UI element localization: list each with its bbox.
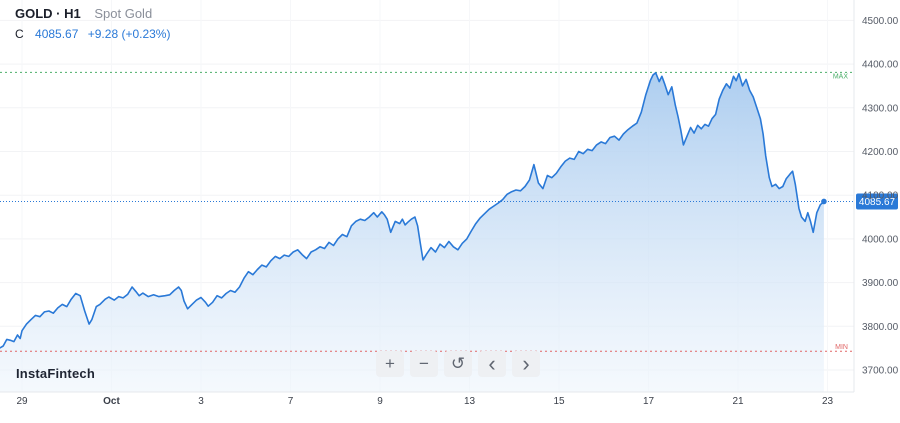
x-tick-label: 17 [643, 396, 655, 407]
y-tick-label: 3900.00 [862, 278, 899, 289]
chart-toolbar: + − ↺ ‹ › [376, 351, 540, 377]
y-tick-label: 4300.00 [862, 103, 899, 114]
x-tick-label: 9 [377, 396, 383, 407]
scroll-left-button[interactable]: ‹ [478, 351, 506, 377]
y-axis: 3700.00 3800.00 3900.00 4000.00 4100.00 4200.… [853, 0, 899, 392]
x-tick-label: 23 [822, 396, 834, 407]
area-fill [0, 72, 824, 392]
chart-header-quote: C 4085.67 +9.28 (+0.23%) [15, 27, 170, 41]
price-area [0, 72, 824, 392]
x-axis: 29 Oct 3 7 9 13 15 17 21 23 [0, 391, 854, 407]
series-line [0, 72, 825, 349]
plus-icon: + [385, 354, 395, 373]
x-tick-label: 13 [464, 396, 476, 407]
x-tick-label: 29 [16, 396, 28, 407]
price-change: +9.28 (+0.23%) [87, 27, 171, 41]
reset-button[interactable]: ↺ [444, 351, 472, 377]
zoom-out-button[interactable]: − [410, 351, 438, 377]
minus-icon: − [419, 354, 429, 373]
reset-icon: ↺ [450, 354, 466, 373]
min-label: MIN [835, 344, 848, 351]
brand-logo: InstaFintech [16, 366, 95, 381]
x-tick-label: 7 [288, 396, 294, 407]
x-tick-label: 21 [732, 396, 744, 407]
chevron-right-icon: › [522, 351, 530, 376]
y-tick-label: 4200.00 [862, 147, 899, 158]
max-min-lines: MAX MIN [0, 71, 854, 352]
instrument-description: Spot Gold [94, 6, 153, 21]
zoom-in-button[interactable]: + [376, 351, 404, 377]
chart-header-title: GOLD · H1 Spot Gold [15, 6, 152, 21]
max-label: MAX [833, 73, 849, 80]
symbol-label: GOLD · H1 [15, 6, 81, 21]
y-tick-label: 4000.00 [862, 234, 899, 245]
last-price-line: 4085.67 [0, 193, 898, 210]
price-line [0, 72, 827, 349]
x-tick-label: Oct [103, 396, 120, 407]
last-price-label: 4085.67 [859, 197, 896, 208]
y-tick-label: 4500.00 [862, 16, 899, 27]
chevron-left-icon: ‹ [488, 351, 496, 376]
y-tick-label: 4400.00 [862, 60, 899, 71]
scroll-right-button[interactable]: › [512, 351, 540, 377]
last-point [821, 198, 827, 205]
x-tick-label: 15 [553, 396, 565, 407]
y-tick-label: 3700.00 [862, 366, 899, 377]
close-value: 4085.67 [35, 27, 79, 41]
last-price-tag [856, 193, 898, 210]
y-tick-label: 3800.00 [862, 322, 899, 333]
x-tick-label: 3 [198, 396, 204, 407]
y-tick-label: 4100.00 [862, 191, 899, 202]
close-label: C [15, 27, 24, 41]
